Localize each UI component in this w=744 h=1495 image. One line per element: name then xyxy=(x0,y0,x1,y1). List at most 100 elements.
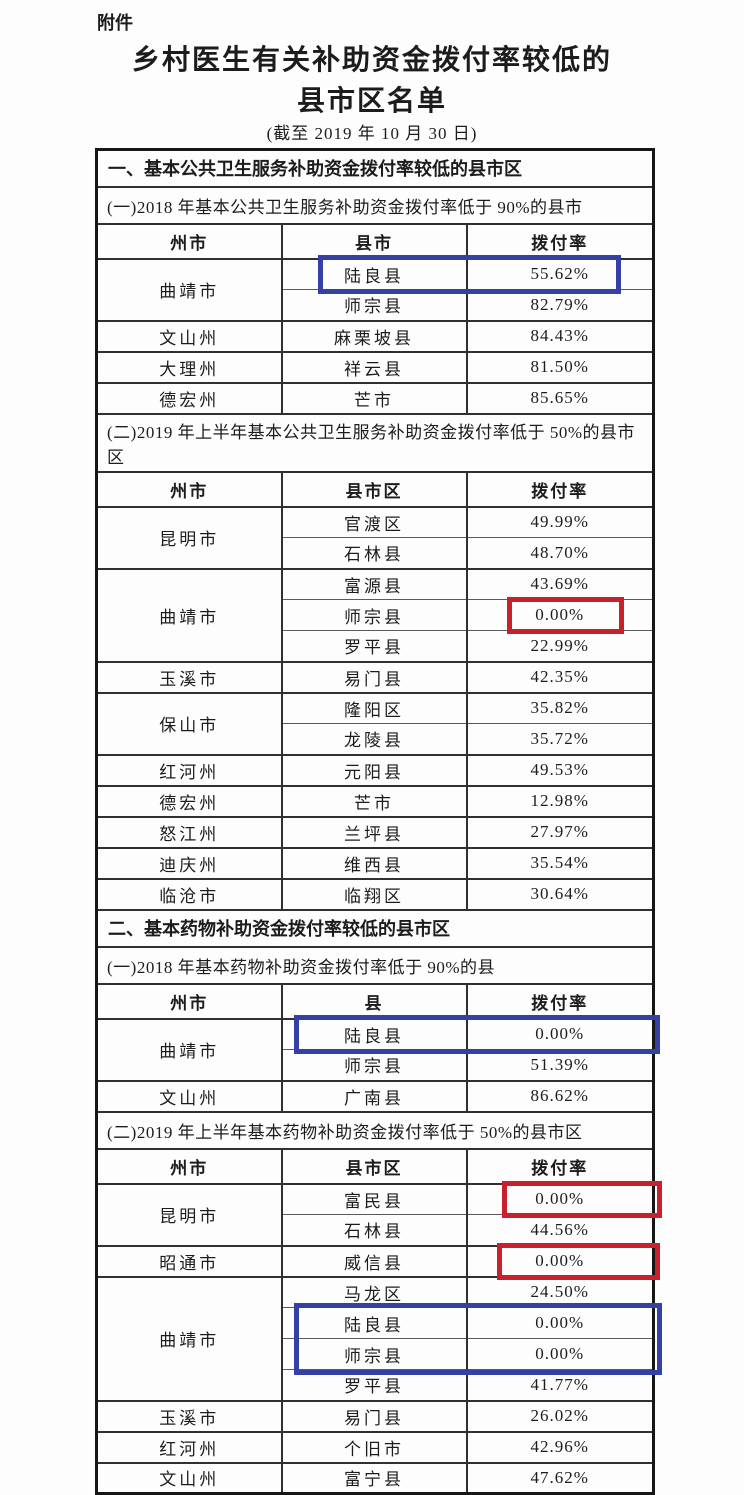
table-row: 曲靖市 富源县 43.69% xyxy=(95,567,655,662)
rate-cell: 81.50% xyxy=(465,350,655,383)
prefecture-cell: 德宏州 xyxy=(95,381,283,414)
rate-cell: 0.00% xyxy=(465,1018,655,1050)
table-row: 罗平县 22.99% xyxy=(97,630,655,662)
table-row: 临沧市 临翔区 30.64% xyxy=(95,877,655,910)
rate-cell: 30.64% xyxy=(465,877,655,910)
rate-cell: 42.35% xyxy=(465,660,655,693)
table-row: (一)2018 年基本公共卫生服务补助资金拨付率低于 90%的县市 xyxy=(95,185,655,225)
county-cell: 石林县 xyxy=(280,1214,468,1246)
prefecture-cell: 文山州 xyxy=(95,1079,283,1112)
rate-cell: 0.00% xyxy=(465,1183,655,1215)
col-header-prefecture: 州市 xyxy=(95,470,283,508)
table-row: 昆明市 官渡区 49.99% xyxy=(95,506,655,569)
county-cell: 个旧市 xyxy=(280,1430,468,1463)
prefecture-cell: 玉溪市 xyxy=(95,1399,283,1432)
subsection-2-1-title: (一)2018 年基本药物补助资金拨付率低于 90%的县 xyxy=(95,945,655,985)
table-row: 迪庆州 维西县 35.54% xyxy=(95,846,655,879)
col-header-rate: 拨付率 xyxy=(465,222,655,260)
rate-cell: 26.02% xyxy=(465,1399,655,1432)
col-header-county: 县市区 xyxy=(280,1147,468,1185)
col-header-rate: 拨付率 xyxy=(465,470,655,508)
table-row: 二、基本药物补助资金拨付率较低的县市区 xyxy=(95,908,655,948)
prefecture-cell: 昆明市 xyxy=(95,1183,283,1246)
col-header-prefecture: 州市 xyxy=(95,1147,283,1185)
prefecture-cell: 红河州 xyxy=(95,1430,283,1463)
county-cell: 芒市 xyxy=(280,784,468,817)
table-row: 师宗县 82.79% xyxy=(97,289,655,321)
table-row: 陆良县 0.00% xyxy=(97,1307,655,1339)
rate-cell: 12.98% xyxy=(465,784,655,817)
rate-cell: 82.79% xyxy=(465,289,655,321)
county-cell: 易门县 xyxy=(280,660,468,693)
county-cell: 隆阳区 xyxy=(280,691,468,724)
county-cell: 临翔区 xyxy=(280,877,468,910)
county-cell: 广南县 xyxy=(280,1079,468,1112)
table-row: (二)2019 年上半年基本药物补助资金拨付率低于 50%的县市区 xyxy=(95,1110,655,1150)
prefecture-cell: 曲靖市 xyxy=(95,1275,283,1401)
prefecture-cell: 曲靖市 xyxy=(95,567,283,662)
rate-cell: 0.00% xyxy=(465,1244,655,1277)
attachment-label: 附件 xyxy=(97,13,133,33)
rate-cell: 47.62% xyxy=(465,1461,655,1494)
table-row: 文山州 富宁县 47.62% xyxy=(95,1461,655,1494)
date-note: (截至 2019 年 10 月 30 日) xyxy=(266,124,478,143)
table-header-row: 州市 县市区 拨付率 xyxy=(95,470,655,508)
col-header-county: 县市区 xyxy=(280,470,468,508)
table-row: 一、基本公共卫生服务补助资金拨付率较低的县市区 xyxy=(95,148,655,188)
table-row: 曲靖市 陆良县 55.62% xyxy=(95,258,655,321)
county-cell: 陆良县 xyxy=(280,258,468,290)
county-cell: 罗平县 xyxy=(280,630,468,662)
table-row: 昆明市 富民县 0.00% xyxy=(95,1183,655,1246)
prefecture-cell: 玉溪市 xyxy=(95,660,283,693)
col-header-rate: 拨付率 xyxy=(465,982,655,1020)
document-title-line2: 县市区名单 xyxy=(296,85,447,116)
rate-cell: 27.97% xyxy=(465,815,655,848)
table-row: 师宗县 0.00% xyxy=(97,1338,655,1370)
table-row: 红河州 元阳县 49.53% xyxy=(95,753,655,786)
prefecture-cell: 德宏州 xyxy=(95,784,283,817)
table-row: 石林县 48.70% xyxy=(97,537,655,569)
county-cell: 师宗县 xyxy=(280,599,468,631)
rate-cell: 42.96% xyxy=(465,1430,655,1463)
rate-cell: 84.43% xyxy=(465,319,655,352)
subsection-1-1-title: (一)2018 年基本公共卫生服务补助资金拨付率低于 90%的县市 xyxy=(95,185,655,225)
county-cell: 龙陵县 xyxy=(280,723,468,755)
county-cell: 麻栗坡县 xyxy=(280,319,468,352)
table-header-row: 州市 县 拨付率 xyxy=(95,982,655,1020)
table-row: 大理州 祥云县 81.50% xyxy=(95,350,655,383)
table-row: 文山州 麻栗坡县 84.43% xyxy=(95,319,655,352)
rate-cell: 41.77% xyxy=(465,1369,655,1401)
county-cell: 易门县 xyxy=(280,1399,468,1432)
table-row: 龙陵县 35.72% xyxy=(97,723,655,755)
rate-cell: 51.39% xyxy=(465,1049,655,1081)
county-cell: 师宗县 xyxy=(280,1338,468,1370)
rate-cell: 49.53% xyxy=(465,753,655,786)
prefecture-cell: 昭通市 xyxy=(95,1244,283,1277)
table-row: 曲靖市 马龙区 24.50% xyxy=(95,1275,655,1401)
county-cell: 富民县 xyxy=(280,1183,468,1215)
table-header-row: 州市 县市区 拨付率 xyxy=(95,1147,655,1185)
main-table-container: 一、基本公共卫生服务补助资金拨付率较低的县市区 (一)2018 年基本公共卫生服… xyxy=(95,148,656,1495)
prefecture-cell: 迪庆州 xyxy=(95,846,283,879)
subsection-2-2-title: (二)2019 年上半年基本药物补助资金拨付率低于 50%的县市区 xyxy=(95,1110,655,1150)
col-header-county: 县市 xyxy=(280,222,468,260)
rate-cell: 48.70% xyxy=(465,537,655,569)
rate-cell: 44.56% xyxy=(465,1214,655,1246)
table-row: 红河州 个旧市 42.96% xyxy=(95,1430,655,1463)
prefecture-cell: 红河州 xyxy=(95,753,283,786)
county-cell: 维西县 xyxy=(280,846,468,879)
rate-cell: 55.62% xyxy=(465,258,655,290)
county-cell: 威信县 xyxy=(280,1244,468,1277)
table-row: 曲靖市 陆良县 0.00% xyxy=(95,1018,655,1081)
county-cell: 兰坪县 xyxy=(280,815,468,848)
section-1-title: 一、基本公共卫生服务补助资金拨付率较低的县市区 xyxy=(95,148,655,188)
prefecture-cell: 保山市 xyxy=(95,691,283,755)
county-cell: 富源县 xyxy=(280,567,468,600)
rate-cell: 22.99% xyxy=(465,630,655,662)
table-row: 石林县 44.56% xyxy=(97,1214,655,1246)
rate-cell: 35.54% xyxy=(465,846,655,879)
prefecture-cell: 临沧市 xyxy=(95,877,283,910)
rate-cell: 24.50% xyxy=(465,1275,655,1308)
rate-cell: 86.62% xyxy=(465,1079,655,1112)
